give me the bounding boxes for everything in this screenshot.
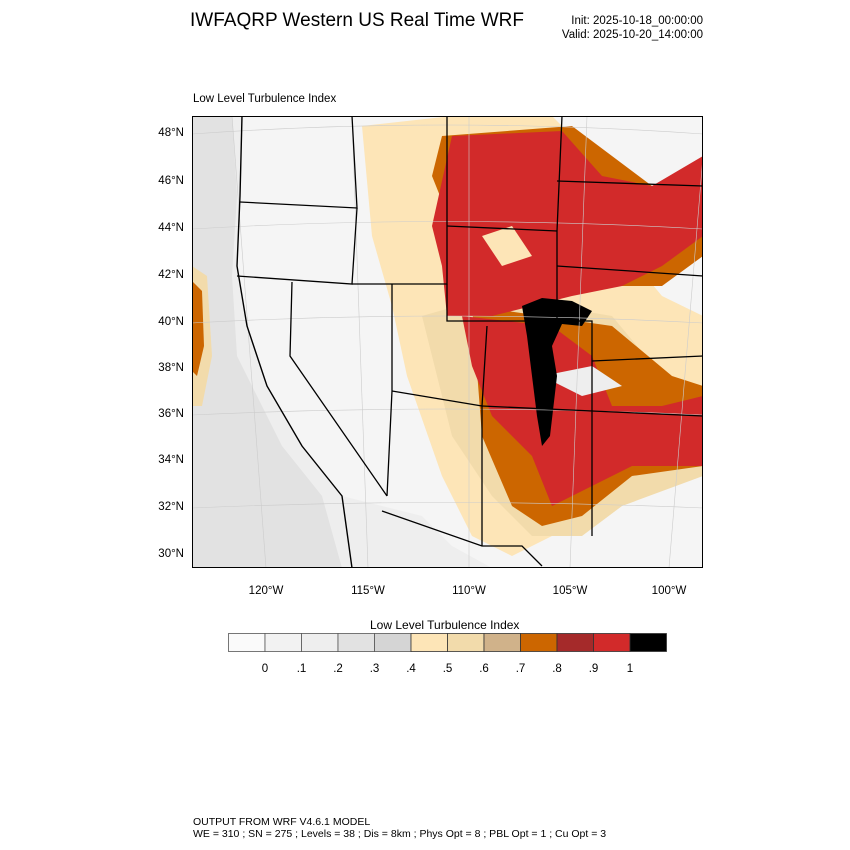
colorbar-label: .2 [333,663,343,675]
lat-label: 46°N [158,175,184,187]
offshore-orange-area [192,281,204,376]
lon-label: 105°W [552,585,588,597]
colorbar-box [593,633,631,652]
lon-label: 100°W [651,585,687,597]
run-times: Init: 2025-10-18_00:00:00 Valid: 2025-10… [562,14,703,42]
colorbar-label: .4 [406,663,416,675]
valid-time: Valid: 2025-10-20_14:00:00 [561,29,703,41]
colorbar-box [556,633,594,652]
lon-label: 110°W [452,585,486,597]
coastline [236,116,353,568]
colorbar-label: .3 [369,663,380,675]
colorbar-label: .9 [588,663,599,675]
lat-label: 36°N [158,408,184,420]
turbulence-map [192,116,703,568]
ocean-area [192,116,342,568]
colorbar-box [520,633,558,652]
colorbar-box [410,633,448,652]
lat-label: 34°N [158,454,184,466]
colorbar-label: .6 [479,663,489,675]
colorbar-label: 1 [626,663,634,675]
lat-label: 32°N [158,501,184,513]
colorbar-label: .7 [515,663,526,675]
lat-label: 38°N [158,362,184,374]
colorbar-box [629,633,667,652]
field-label: Low Level Turbulence Index [193,93,337,105]
colorbar-label: 0 [261,663,269,675]
lat-label: 30°N [158,548,184,560]
model-config: WE = 310 ; SN = 275 ; Levels = 38 ; Dis … [193,828,607,840]
model-info: OUTPUT FROM WRF V4.6.1 MODEL WE = 310 ; … [193,816,606,840]
colorbar-box [301,633,339,652]
plot-title: IWFAQRP Western US Real Time WRF [190,10,524,31]
state-borders [236,116,703,567]
colorbar-box [483,633,521,652]
lat-label: 42°N [158,269,184,281]
colorbar-box [337,633,375,652]
low-patch [482,226,532,266]
colorbar-box [228,633,266,652]
colorbar-label: .5 [442,663,453,675]
low-patch-2 [542,366,622,396]
lat-label: 44°N [158,222,184,234]
lon-label: 115°W [351,585,385,597]
lat-label: 40°N [158,316,184,328]
high-turbulence-area-north [432,131,703,316]
colorbar-box [374,633,412,652]
map-frame [192,116,703,568]
colorbar-box [264,633,302,652]
model-version: OUTPUT FROM WRF V4.6.1 MODEL [193,816,371,828]
colorbar-label: .1 [296,663,307,675]
lon-label: 120°W [248,585,284,597]
colorbar-box [447,633,485,652]
init-time: Init: 2025-10-18_00:00:00 [571,15,703,27]
colorbar-title: Low Level Turbulence Index [370,618,520,632]
colorbar-label: .8 [552,663,562,675]
colorbar [228,633,667,652]
lat-label: 48°N [158,127,184,139]
